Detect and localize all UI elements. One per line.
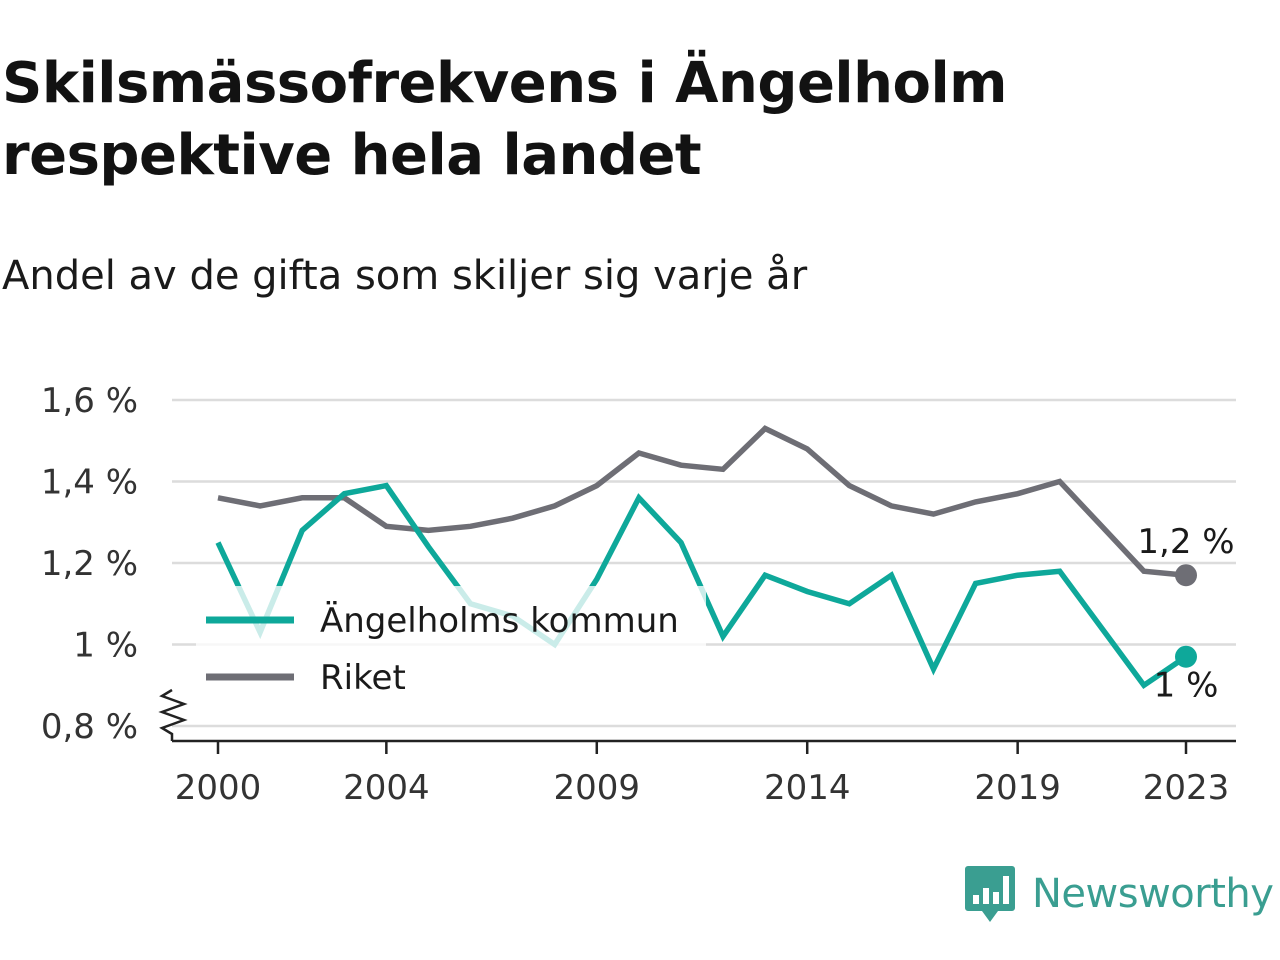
legend-background — [196, 586, 706, 702]
series-end-label: 1 % — [1154, 666, 1219, 706]
y-tick-label: 1 % — [73, 626, 138, 666]
series-end-point — [1175, 645, 1197, 668]
legend-label: Ängelholms kommun — [320, 601, 679, 641]
x-tick-label: 2004 — [343, 768, 430, 808]
series-line-riket — [217, 425, 1187, 578]
brand-logo: Newsworthy — [964, 862, 1274, 926]
x-tick-label: 2014 — [764, 768, 851, 808]
series-end-label: 1,2 % — [1137, 522, 1234, 562]
y-axis-break — [158, 688, 188, 741]
y-tick-label: 1,6 % — [41, 381, 138, 421]
y-tick-label: 0,8 % — [41, 707, 138, 747]
x-tick-label: 2019 — [974, 768, 1061, 808]
end-labels: 1 % 1,2 % — [1137, 522, 1234, 706]
legend-label: Riket — [320, 658, 406, 698]
y-tick-label: 1,2 % — [41, 544, 138, 584]
x-tick-label: 2000 — [175, 768, 262, 808]
brand-name: Newsworthy — [1032, 871, 1274, 917]
chart-subtitle: Andel av de gifta som skiljer sig varje … — [2, 253, 808, 299]
legend: Ängelholms kommun Riket — [196, 586, 706, 702]
y-tick-label: 1,4 % — [41, 463, 138, 503]
chart-title: Skilsmässofrekvens i Ängelholm respektiv… — [2, 51, 1008, 188]
axes: 0,8 % 1 % 1,2 % 1,4 % 1,6 % 2000 2004 2009 2014 2… — [41, 381, 1236, 808]
newsworthy-logo-icon — [965, 866, 1015, 922]
series-end-point — [1175, 564, 1197, 587]
x-tick-label: 2023 — [1143, 768, 1230, 808]
x-tick-label: 2009 — [554, 768, 641, 808]
